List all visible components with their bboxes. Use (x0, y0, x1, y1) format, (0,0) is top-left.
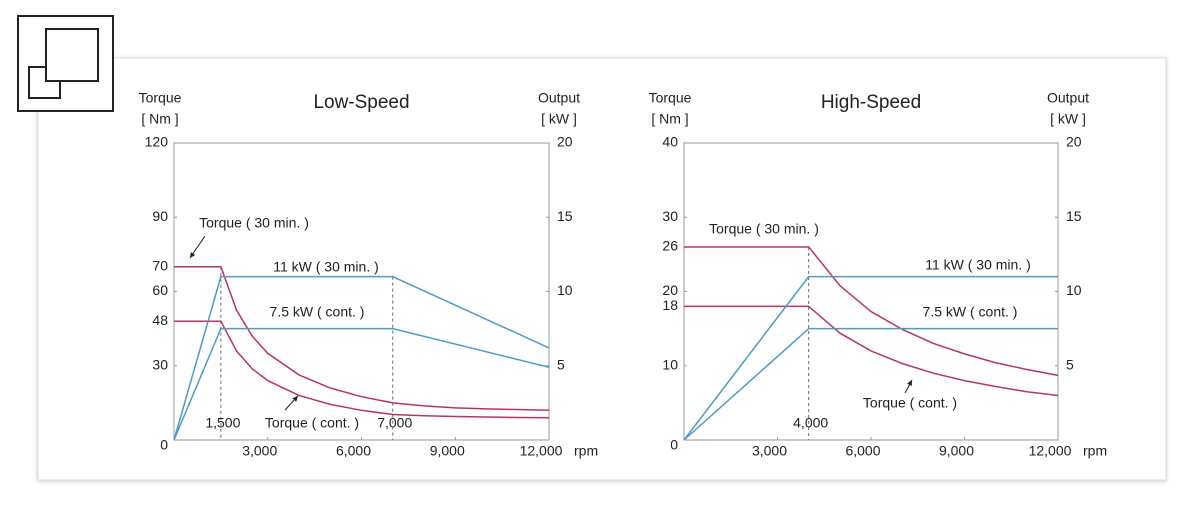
series-line (173, 275, 550, 441)
series-label: Torque ( 30 min. ) (709, 221, 819, 237)
x-tick-label: 12,000 (1029, 443, 1072, 459)
series-line (684, 305, 1059, 397)
y2-tick-label: 5 (1066, 356, 1074, 372)
y2-axis-label: [ kW ] (1050, 111, 1086, 127)
y-tick-label: 70 (152, 257, 168, 273)
y-tick-label: 60 (152, 282, 168, 298)
y2-tick-label: 20 (557, 134, 573, 150)
series-label: 7.5 kW ( cont. ) (923, 304, 1018, 320)
x-tick-label: 3,000 (242, 443, 277, 459)
x-tick-label: 6,000 (845, 443, 880, 459)
chart-title: High-Speed (821, 92, 921, 113)
label-arrowhead (292, 396, 298, 402)
y2-tick-label: 15 (1066, 208, 1082, 224)
series-line (174, 320, 550, 419)
x-tick-label: 9,000 (430, 443, 465, 459)
y-tick-label: 0 (670, 437, 678, 453)
x-tick-label: 6,000 (336, 443, 371, 459)
y-tick-label: 0 (160, 437, 168, 453)
y-axis-label: Torque (649, 90, 692, 106)
y2-tick-label: 10 (1066, 282, 1082, 298)
y-tick-label: 40 (662, 134, 678, 150)
y-tick-label: 30 (152, 356, 168, 372)
icon (17, 15, 114, 112)
series-label: Torque ( cont. ) (863, 395, 957, 411)
y-tick-label: 120 (145, 134, 169, 150)
y2-axis-label: Output (1047, 90, 1089, 106)
x-axis-label: rpm (1083, 443, 1107, 459)
series-line (173, 327, 550, 441)
x-marker-label: 4,000 (793, 415, 828, 431)
y-tick-label: 30 (662, 208, 678, 224)
series-label: 11 kW ( 30 min. ) (925, 257, 1031, 273)
series-label: 11 kW ( 30 min. ) (273, 259, 379, 275)
y2-axis-label: Output (538, 90, 580, 106)
y-axis-label: [ Nm ] (141, 111, 178, 127)
y2-tick-label: 15 (557, 208, 573, 224)
x-tick-label: 12,000 (520, 443, 563, 459)
y2-tick-label: 5 (557, 356, 565, 372)
y-tick-label: 20 (662, 282, 678, 298)
series-line (683, 327, 1058, 441)
y2-tick-label: 10 (557, 282, 573, 298)
y-tick-label: 48 (152, 312, 168, 328)
y-tick-label: 26 (662, 238, 678, 254)
series-line (683, 275, 1058, 441)
y-tick-label: 90 (152, 208, 168, 224)
series-line (684, 246, 1059, 377)
series-label: 7.5 kW ( cont. ) (270, 304, 365, 320)
chart-title: Low-Speed (313, 92, 409, 113)
x-tick-label: 3,000 (752, 443, 787, 459)
series-label: Torque ( cont. ) (265, 415, 359, 431)
y-axis-label: [ Nm ] (651, 111, 688, 127)
x-tick-label: 9,000 (939, 443, 974, 459)
panel (37, 57, 1167, 481)
series-line (174, 266, 550, 412)
label-arrowhead (190, 252, 196, 258)
y-tick-label: 10 (662, 356, 678, 372)
y2-axis-label: [ kW ] (541, 111, 577, 127)
series-label: Torque ( 30 min. ) (199, 215, 309, 231)
x-marker-label: 7,000 (377, 415, 412, 431)
label-arrowhead (907, 380, 912, 386)
y-axis-label: Torque (139, 90, 182, 106)
x-marker-label: 1,500 (205, 415, 240, 431)
x-axis-label: rpm (574, 443, 598, 459)
y-tick-label: 18 (662, 297, 678, 313)
y2-tick-label: 20 (1066, 134, 1082, 150)
